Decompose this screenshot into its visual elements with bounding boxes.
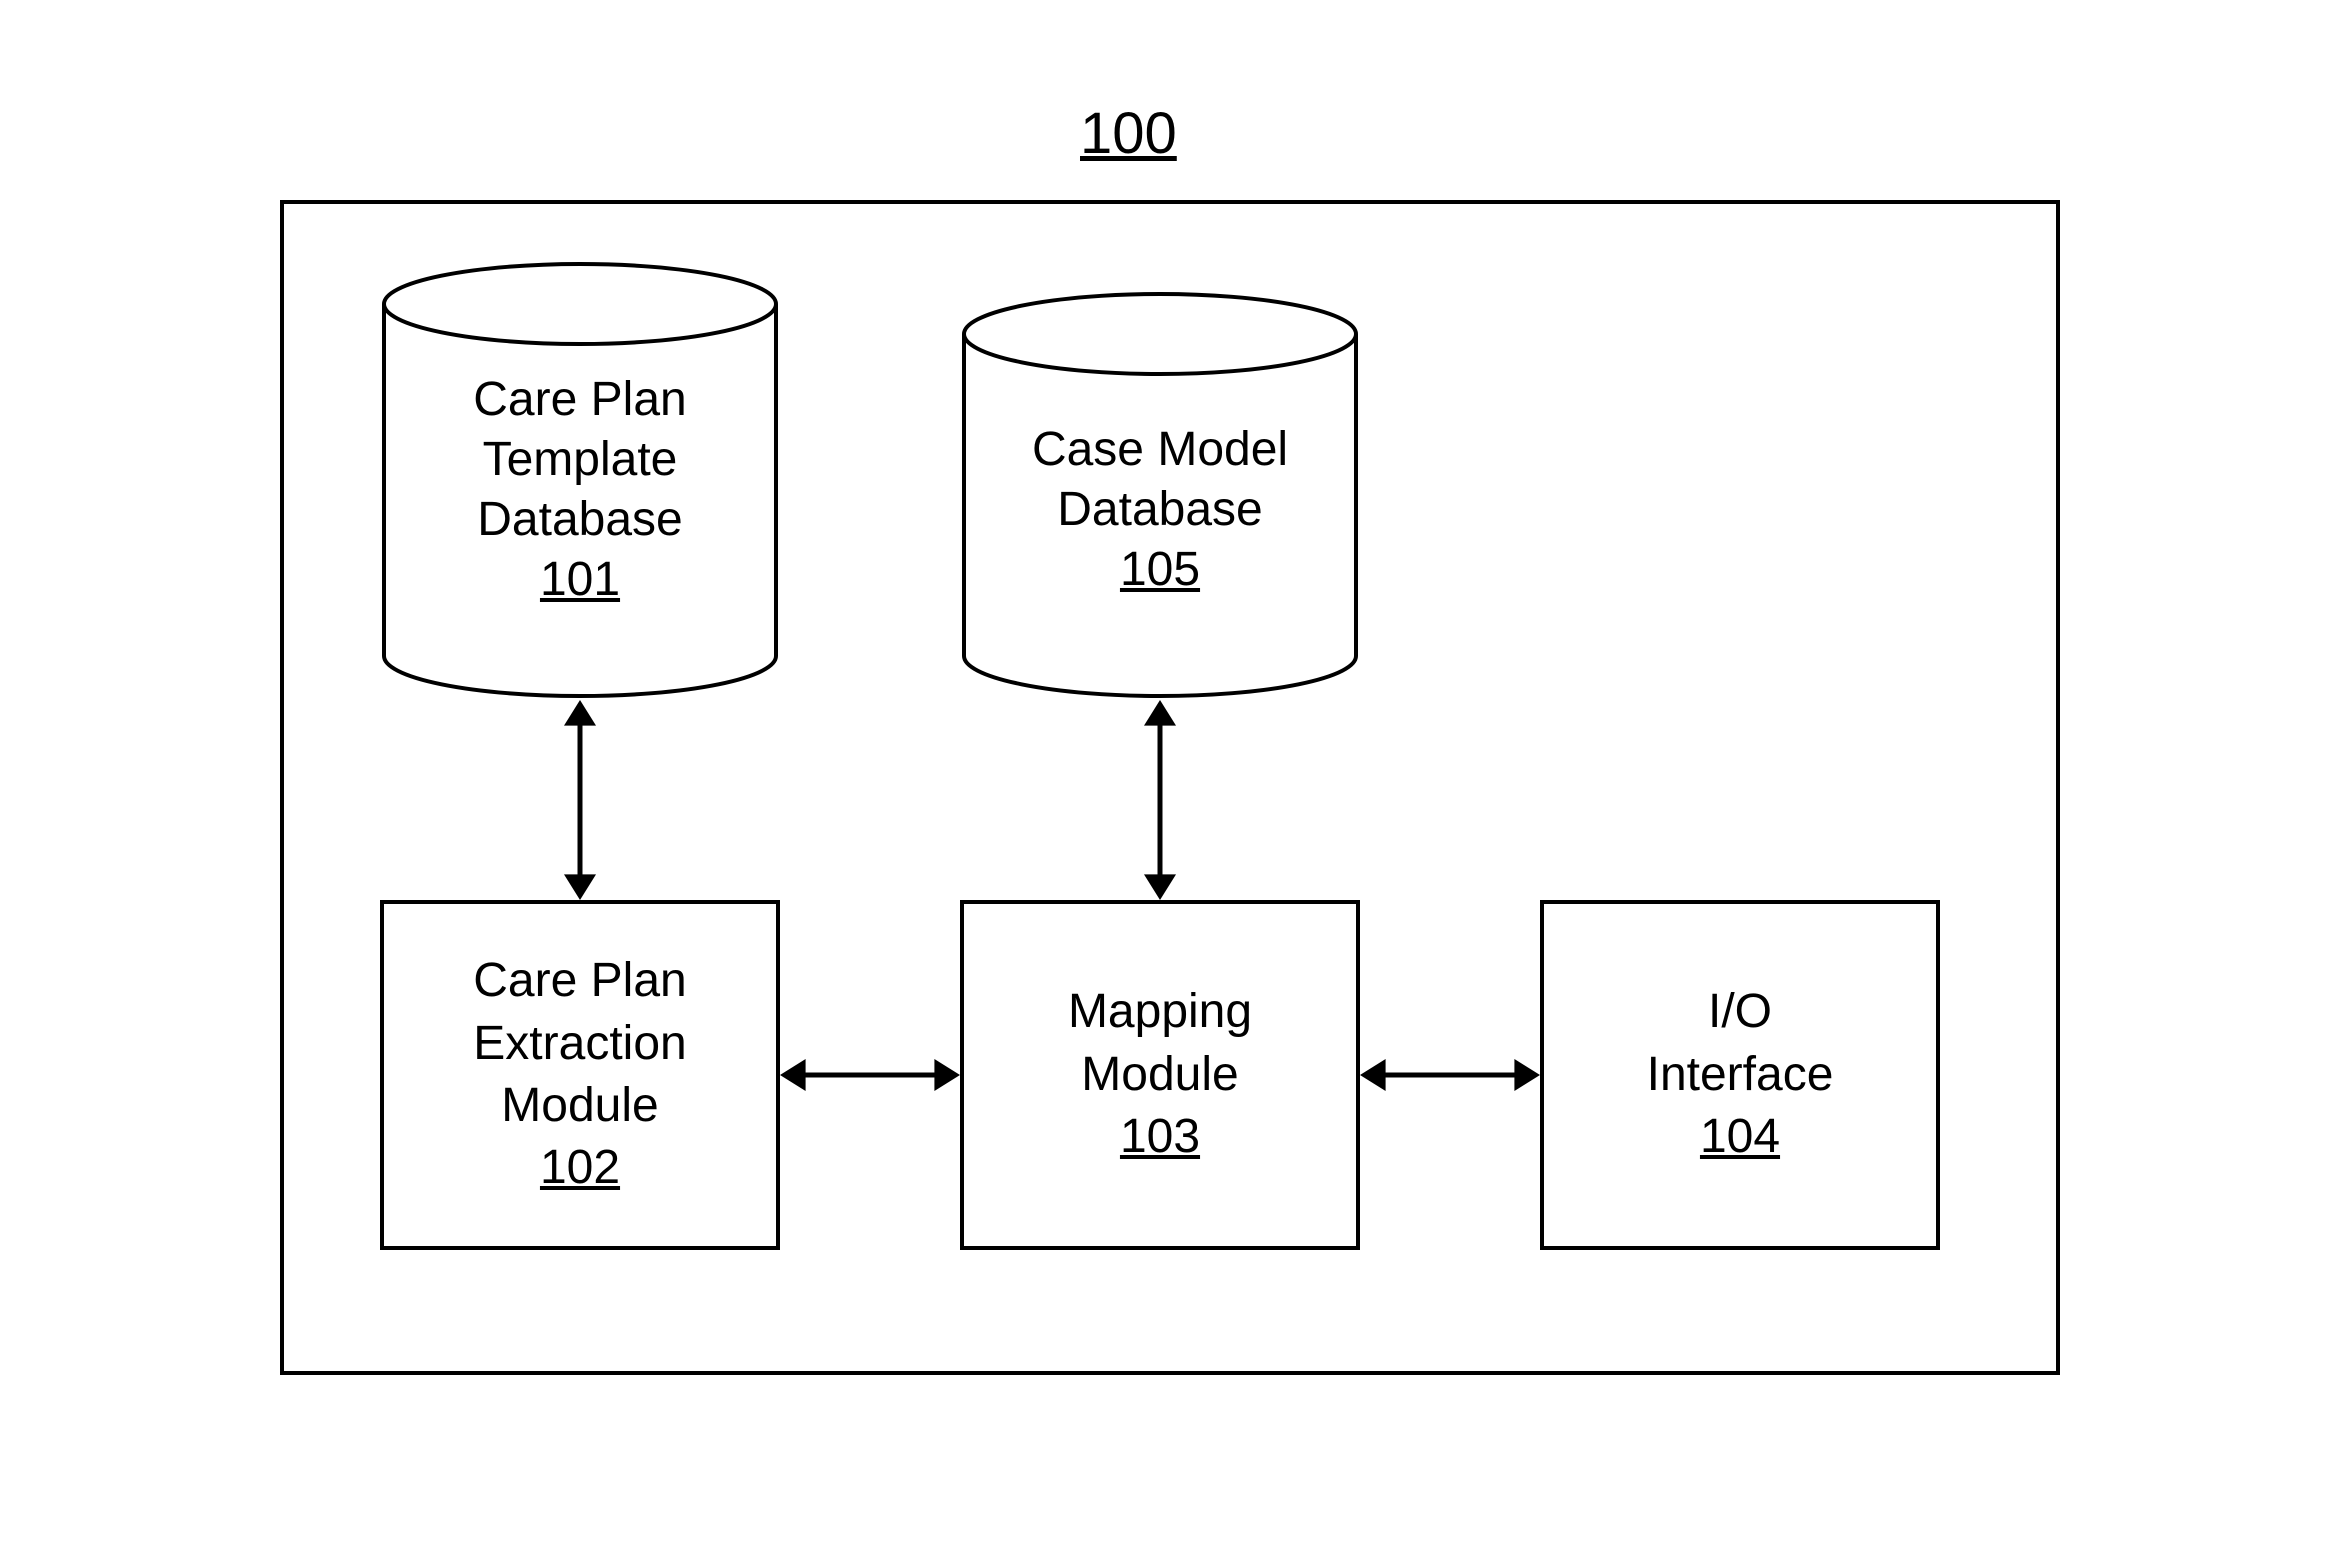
label-line: Database: [960, 480, 1360, 540]
io-interface: I/OInterface104: [1540, 900, 1940, 1250]
label-line: I/O: [1708, 981, 1772, 1043]
care-plan-extraction-module: Care PlanExtractionModule102: [380, 900, 780, 1250]
care-plan-template-database-label: Care PlanTemplateDatabase101: [380, 370, 780, 610]
label-line: Module: [501, 1075, 658, 1137]
reference-number: 102: [540, 1137, 620, 1199]
label-line: Care Plan: [473, 950, 686, 1012]
reference-number: 105: [960, 540, 1360, 600]
case-model-database-label: Case ModelDatabase105: [960, 420, 1360, 600]
label-line: Database: [380, 490, 780, 550]
diagram-reference-number: 100: [1080, 100, 1177, 167]
label-line: Care Plan: [380, 370, 780, 430]
reference-number: 103: [1120, 1106, 1200, 1168]
case-model-database: Case ModelDatabase105: [960, 290, 1360, 700]
label-line: Interface: [1647, 1044, 1834, 1106]
label-line: Mapping: [1068, 981, 1252, 1043]
reference-number: 101: [380, 550, 780, 610]
label-line: Extraction: [473, 1013, 686, 1075]
label-line: Case Model: [960, 420, 1360, 480]
label-line: Module: [1081, 1044, 1238, 1106]
label-line: Template: [380, 430, 780, 490]
care-plan-template-database: Care PlanTemplateDatabase101: [380, 260, 780, 700]
mapping-module: MappingModule103: [960, 900, 1360, 1250]
reference-number: 104: [1700, 1106, 1780, 1168]
